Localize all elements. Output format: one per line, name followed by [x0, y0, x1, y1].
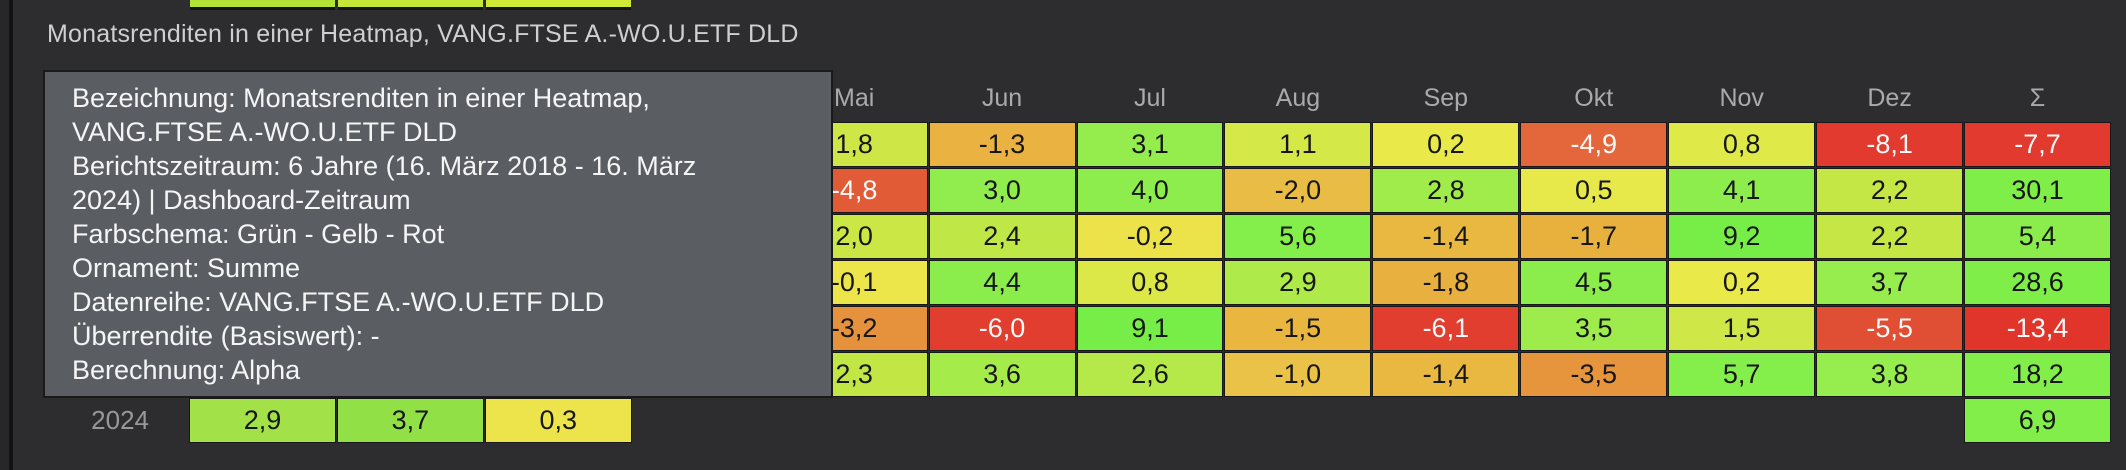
- column-header-month: Nov: [1719, 83, 1764, 112]
- heatmap-cell[interactable]: -1,8: [1373, 261, 1519, 304]
- heatmap-cell[interactable]: 9,1: [1077, 307, 1223, 350]
- tooltip-line: Datenreihe: VANG.FTSE A.-WO.U.ETF DLD: [72, 287, 605, 317]
- heatmap-cell[interactable]: 6,9: [1965, 399, 2110, 442]
- heatmap-cell[interactable]: 5,4: [1965, 215, 2110, 258]
- heatmap-cell[interactable]: -7,7: [1965, 123, 2110, 166]
- heatmap-cell[interactable]: 3,7: [337, 399, 483, 442]
- heatmap-cell-empty: [1817, 399, 1962, 442]
- heatmap-tooltip: Bezeichnung: Monatsrenditen in einer Hea…: [43, 70, 833, 398]
- heatmap-cell[interactable]: 0,3: [485, 399, 631, 442]
- heatmap-cell-empty: [1669, 399, 1814, 442]
- heatmap-cell-empty: [1521, 399, 1666, 442]
- column-header-month: Mai: [834, 83, 875, 112]
- heatmap-cell[interactable]: 28,6: [1965, 261, 2110, 304]
- heatmap-cell[interactable]: 3,7: [1817, 261, 1963, 304]
- sidebar-divider[interactable]: [9, 0, 13, 470]
- heatmap-cell[interactable]: 0,2: [1373, 123, 1519, 166]
- heatmap-cell[interactable]: 4,0: [1077, 169, 1223, 212]
- tooltip-line: 2024) | Dashboard-Zeitraum: [72, 185, 411, 215]
- heatmap-cell[interactable]: -1,0: [1225, 353, 1371, 396]
- heatmap-cell-empty: [930, 399, 1075, 442]
- heatmap-cell[interactable]: 2,6: [1077, 353, 1223, 396]
- heatmap-cell[interactable]: 30,1: [1965, 169, 2110, 212]
- heatmap-cell[interactable]: 3,6: [929, 353, 1075, 396]
- heatmap-cell[interactable]: -3,5: [1521, 353, 1667, 396]
- heatmap-cell[interactable]: -6,0: [929, 307, 1075, 350]
- heatmap-cell[interactable]: 2,4: [929, 215, 1075, 258]
- heatmap-cell[interactable]: -6,1: [1373, 307, 1519, 350]
- heatmap-cell[interactable]: 3,1: [1077, 123, 1223, 166]
- heatmap-cell[interactable]: 5,7: [1669, 353, 1815, 396]
- heatmap-cell[interactable]: 0,8: [1077, 261, 1223, 304]
- column-header-month: Aug: [1275, 83, 1321, 112]
- heatmap-cell[interactable]: 18,2: [1965, 353, 2110, 396]
- heatmap-cell[interactable]: -1,7: [1521, 215, 1667, 258]
- heatmap-cell[interactable]: -13,4: [1965, 307, 2110, 350]
- heatmap-cell[interactable]: 4,1: [1669, 169, 1815, 212]
- tooltip-line: Bezeichnung: Monatsrenditen in einer Hea…: [72, 83, 650, 113]
- heatmap-cell-empty: [782, 399, 927, 442]
- cutoff-cell-above: [190, 0, 335, 10]
- heatmap-cell-empty: [1078, 399, 1223, 442]
- heatmap-cell[interactable]: 2,2: [1817, 169, 1963, 212]
- heatmap-cell[interactable]: -1,5: [1225, 307, 1371, 350]
- cutoff-cell-above: [338, 0, 483, 10]
- heatmap-cell-empty: [634, 399, 779, 442]
- heatmap-cell-empty: [1225, 399, 1370, 442]
- heatmap-cell[interactable]: -4,9: [1521, 123, 1667, 166]
- tooltip-line: Ornament: Summe: [72, 253, 301, 283]
- column-header-month: Jul: [1134, 83, 1166, 112]
- heatmap-cell[interactable]: 1,1: [1225, 123, 1371, 166]
- tooltip-line: VANG.FTSE A.-WO.U.ETF DLD: [72, 117, 458, 147]
- heatmap-cell[interactable]: -2,0: [1225, 169, 1371, 212]
- column-header-month: Dez: [1867, 83, 1912, 112]
- heatmap-cell[interactable]: -1,3: [929, 123, 1075, 166]
- heatmap-cell[interactable]: 2,9: [1225, 261, 1371, 304]
- heatmap-cell[interactable]: 3,5: [1521, 307, 1667, 350]
- column-header-month: Jun: [981, 83, 1023, 112]
- heatmap-cell[interactable]: 1,5: [1669, 307, 1815, 350]
- heatmap-cell[interactable]: 0,8: [1669, 123, 1815, 166]
- row-label-year: 2024: [91, 405, 149, 435]
- heatmap-cell[interactable]: 5,6: [1225, 215, 1371, 258]
- heatmap-cell[interactable]: 3,0: [929, 169, 1075, 212]
- widget-title: Monatsrenditen in einer Heatmap, VANG.FT…: [47, 20, 799, 48]
- heatmap-cell-empty: [1373, 399, 1518, 442]
- heatmap-cell[interactable]: 9,2: [1669, 215, 1815, 258]
- heatmap-cell[interactable]: 2,8: [1373, 169, 1519, 212]
- heatmap-cell[interactable]: -0,2: [1077, 215, 1223, 258]
- tooltip-line: Berichtszeitraum: 6 Jahre (16. März 2018…: [72, 151, 697, 181]
- tooltip-line: Berechnung: Alpha: [72, 355, 301, 385]
- tooltip-line: Überrendite (Basiswert): -: [72, 321, 380, 351]
- column-header-sum: Σ: [2029, 83, 2046, 112]
- tooltip-line: Farbschema: Grün - Gelb - Rot: [72, 219, 445, 249]
- heatmap-cell[interactable]: 2,2: [1817, 215, 1963, 258]
- heatmap-cell[interactable]: 0,5: [1521, 169, 1667, 212]
- heatmap-cell[interactable]: 2,9: [190, 399, 335, 442]
- column-header-month: Okt: [1574, 83, 1614, 112]
- heatmap-cell[interactable]: 0,2: [1669, 261, 1815, 304]
- heatmap-cell[interactable]: -5,5: [1817, 307, 1963, 350]
- heatmap-cell[interactable]: 4,4: [929, 261, 1075, 304]
- heatmap-cell[interactable]: 3,8: [1817, 353, 1963, 396]
- heatmap-grid: JanFebMärAprMaiJunJulAugSepOktNovDezΣ201…: [82, 76, 2110, 442]
- window-left-rail: [0, 0, 9, 470]
- heatmap-cell[interactable]: 4,5: [1521, 261, 1667, 304]
- heatmap-cell[interactable]: -1,4: [1373, 215, 1519, 258]
- cutoff-cell-above: [486, 0, 631, 10]
- heatmap-cell[interactable]: -8,1: [1817, 123, 1963, 166]
- column-header-month: Sep: [1423, 83, 1469, 112]
- heatmap-cell[interactable]: -1,4: [1373, 353, 1519, 396]
